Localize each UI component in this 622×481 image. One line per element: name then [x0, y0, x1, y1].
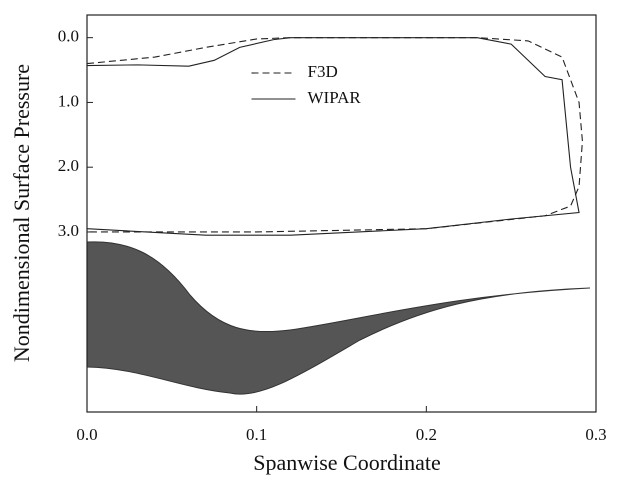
x-tick-label: 0.0	[76, 425, 97, 444]
wing-shape	[86, 241, 591, 395]
y-tick-label: 2.0	[58, 156, 79, 175]
plot-frame	[86, 14, 597, 413]
x-tick-label: 0.3	[585, 425, 606, 444]
y-tick-label: 3.0	[58, 221, 79, 240]
legend-label: WIPAR	[308, 88, 362, 107]
series-line	[86, 37, 580, 236]
x-axis-label: Spanwise Coordinate	[253, 450, 441, 475]
x-tick-label: 0.2	[416, 425, 437, 444]
y-tick-label: 1.0	[58, 91, 79, 110]
y-tick-label: 0.0	[58, 27, 79, 46]
x-tick-label: 0.1	[246, 425, 267, 444]
y-axis-label: Nondimensional Surface Pressure	[9, 64, 34, 362]
legend-label: F3D	[308, 62, 338, 81]
